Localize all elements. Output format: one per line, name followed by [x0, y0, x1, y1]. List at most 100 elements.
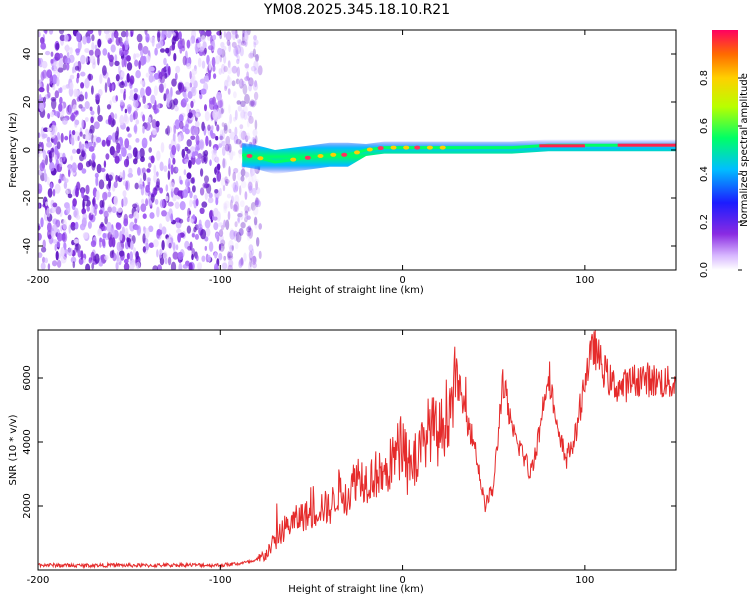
noise-speck: [114, 155, 120, 164]
noise-speck: [81, 150, 86, 158]
noise-speck: [172, 242, 176, 251]
noise-speck: [107, 135, 113, 141]
noise-speck: [38, 225, 41, 231]
noise-speck: [244, 191, 248, 200]
noise-speck: [56, 259, 62, 268]
noise-speck: [107, 191, 112, 198]
noise-speck: [208, 192, 213, 199]
noise-speck: [134, 182, 139, 190]
noise-speck: [151, 38, 155, 47]
noise-speck: [233, 182, 237, 188]
noise-speck: [121, 226, 125, 235]
noise-speck: [198, 30, 204, 35]
noise-speck: [142, 114, 146, 122]
noise-speck: [155, 43, 161, 49]
noise-speck: [231, 80, 236, 87]
noise-speck: [160, 142, 165, 153]
noise-speck: [77, 162, 84, 171]
noise-speck: [119, 230, 123, 241]
noise-speck: [233, 230, 238, 237]
noise-speck: [86, 205, 90, 212]
noise-speck: [197, 223, 203, 231]
noise-speck: [219, 129, 223, 140]
noise-speck: [254, 80, 258, 88]
noise-speck: [215, 232, 220, 240]
noise-speck: [142, 172, 147, 182]
noise-speck: [50, 111, 55, 118]
noise-speck: [89, 106, 93, 112]
noise-speck: [47, 263, 51, 270]
noise-speck: [243, 111, 248, 120]
noise-speck: [191, 68, 198, 75]
noise-speck: [103, 210, 109, 219]
noise-speck: [116, 241, 122, 252]
noise-speck: [39, 81, 42, 88]
noise-speck: [197, 57, 202, 68]
noise-speck: [63, 34, 69, 42]
noise-speck: [237, 78, 243, 87]
noise-speck: [229, 131, 236, 140]
noise-speck: [159, 257, 165, 266]
y-tick-label: 0: [22, 147, 33, 153]
noise-speck: [204, 219, 211, 229]
noise-speck: [233, 184, 239, 193]
noise-speck: [159, 187, 164, 194]
noise-speck: [142, 213, 147, 219]
noise-speck: [218, 143, 223, 148]
signal-peak: [403, 145, 410, 150]
noise-speck: [138, 60, 141, 70]
noise-speck: [211, 215, 215, 221]
noise-speck: [184, 81, 190, 90]
noise-speck: [253, 68, 258, 75]
noise-speck: [114, 60, 120, 67]
noise-speck: [232, 181, 237, 193]
noise-speck: [40, 217, 44, 228]
noise-speck: [182, 97, 189, 103]
x-tick-label: -100: [209, 275, 232, 286]
noise-speck: [187, 207, 191, 219]
noise-speck: [177, 134, 182, 143]
noise-speck: [235, 180, 239, 192]
noise-speck: [73, 210, 78, 218]
noise-speck: [142, 233, 146, 244]
noise-speck: [244, 216, 248, 223]
noise-speck: [224, 143, 230, 152]
noise-speck: [231, 30, 238, 35]
noise-speck: [85, 55, 89, 64]
noise-speck: [78, 141, 82, 152]
noise-speck: [234, 201, 240, 213]
noise-speck: [220, 108, 224, 114]
noise-speck: [157, 103, 160, 110]
noise-speck: [222, 146, 226, 156]
noise-speck: [115, 95, 118, 102]
colorbar-tick-label: 0.0: [699, 262, 710, 278]
noise-speck: [172, 132, 176, 142]
noise-speck: [223, 65, 228, 73]
noise-speck: [248, 250, 253, 261]
noise-speck: [38, 183, 43, 194]
noise-speck: [229, 228, 234, 238]
noise-speck: [47, 176, 50, 186]
noise-speck: [230, 199, 233, 210]
noise-speck: [38, 132, 41, 138]
snr-panel: -200 -100 0 100 2000 4000 6000 Height of stra…: [8, 329, 677, 595]
noise-speck: [82, 199, 85, 210]
noise-speck: [71, 162, 77, 173]
noise-speck: [67, 193, 73, 199]
noise-speck: [38, 57, 41, 67]
noise-speck: [74, 119, 80, 126]
noise-speck: [105, 32, 111, 41]
noise-speck: [142, 95, 146, 104]
noise-speck: [97, 228, 102, 235]
noise-speck: [153, 164, 157, 175]
noise-speck: [75, 214, 81, 220]
noise-speck: [64, 135, 69, 141]
noise-speck: [87, 221, 92, 229]
noise-speck: [176, 228, 182, 234]
noise-speck: [103, 173, 107, 182]
noise-speck: [123, 262, 130, 270]
noise-speck: [252, 82, 259, 91]
noise-speck: [122, 196, 128, 207]
noise-speck: [221, 63, 226, 74]
noise-speck: [153, 85, 158, 96]
